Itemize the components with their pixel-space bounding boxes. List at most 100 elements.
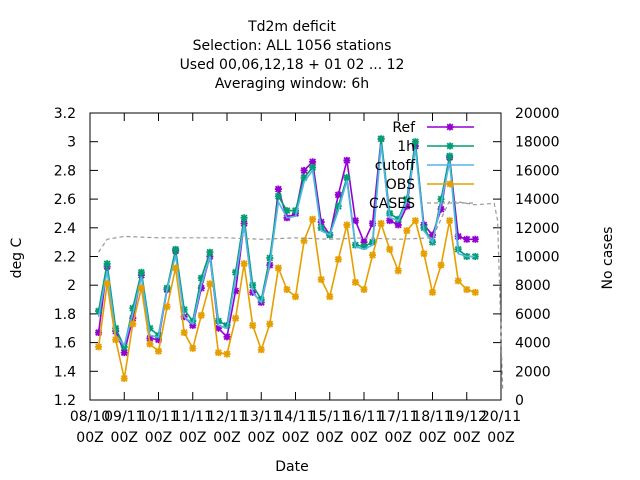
y2-axis: 0 2000 4000 6000 8000 10000 12000 14000 16000 180… xyxy=(493,106,560,409)
data-point-obs xyxy=(343,221,351,229)
data-point-obs xyxy=(120,374,128,382)
x-tick-label-date: 14/11 xyxy=(275,409,315,425)
y-tick-label: 3 xyxy=(67,135,76,151)
data-point-obs xyxy=(257,346,265,354)
data-point-ref xyxy=(454,232,462,240)
data-point-obs xyxy=(420,250,428,258)
data-point-obs xyxy=(95,343,103,351)
x-tick-label-date: 18/11 xyxy=(412,409,452,425)
data-point-obs xyxy=(197,311,205,319)
x-axis-label: Date xyxy=(275,459,308,475)
data-point-1h xyxy=(240,214,248,222)
data-point-obs xyxy=(180,329,188,337)
data-point-1h xyxy=(112,324,120,332)
data-point-obs xyxy=(454,277,462,285)
series-line-obs xyxy=(97,216,476,379)
y2-tick-label: 14000 xyxy=(515,192,560,208)
y-tick-label: 2.8 xyxy=(54,163,76,179)
data-point-ref xyxy=(403,202,411,210)
x-tick-label-date: 11/11 xyxy=(173,409,213,425)
data-point-1h xyxy=(411,138,419,146)
x-tick-label-date: 08/10 xyxy=(70,409,110,425)
data-point-ref xyxy=(146,334,154,342)
chart-title-line: Averaging window: 6h xyxy=(215,76,369,92)
data-point-1h xyxy=(309,164,317,172)
x-tick-label-date: 19/12 xyxy=(447,409,487,425)
data-point-obs xyxy=(334,255,342,263)
x-tick-label-date: 12/11 xyxy=(207,409,247,425)
y2-tick-label: 0 xyxy=(515,393,524,409)
legend-label-cutoff: cutoff xyxy=(375,158,416,174)
data-point-1h xyxy=(206,248,214,256)
data-point-ref xyxy=(463,235,471,243)
data-point-1h xyxy=(103,260,111,268)
y-tick-label: 1.2 xyxy=(54,393,76,409)
chart-title: Td2m deficit Selection: ALL 1056 stations… xyxy=(180,19,405,92)
legend-marker-1h xyxy=(446,142,454,150)
data-point-obs xyxy=(283,286,291,294)
series-layer xyxy=(95,135,504,391)
data-point-1h xyxy=(437,195,445,203)
x-tick-label-date: 16/11 xyxy=(344,409,384,425)
data-point-obs xyxy=(463,286,471,294)
data-point-1h xyxy=(283,207,291,215)
x-axis: 08/1000Z09/1100Z10/1100Z11/1100Z12/1100Z… xyxy=(70,113,521,446)
x-tick-label-date: 13/11 xyxy=(241,409,281,425)
y-tick-label: 2.4 xyxy=(54,221,76,237)
data-point-1h xyxy=(300,174,308,182)
data-point-ref xyxy=(437,205,445,213)
data-point-obs xyxy=(309,215,317,223)
data-point-obs xyxy=(292,293,299,301)
series-line-cutoff xyxy=(97,144,476,348)
data-point-obs xyxy=(223,350,231,358)
data-point-obs xyxy=(172,264,180,272)
y-tick-label: 2.6 xyxy=(54,192,76,208)
x-tick-label-hour: 00Z xyxy=(213,430,240,446)
data-point-obs xyxy=(394,267,402,275)
data-point-1h xyxy=(274,192,282,200)
data-point-obs xyxy=(155,347,162,355)
data-point-obs xyxy=(403,227,411,235)
legend-label-ref: Ref xyxy=(392,120,416,136)
data-point-1h xyxy=(172,245,180,253)
data-point-ref xyxy=(429,231,436,239)
data-point-obs xyxy=(386,245,394,253)
data-point-1h xyxy=(137,268,145,276)
x-tick-label-hour: 00Z xyxy=(419,430,446,446)
series-cases xyxy=(98,199,504,391)
data-point-1h xyxy=(95,307,103,315)
legend-label-obs: OBS xyxy=(386,177,415,193)
data-point-1h xyxy=(120,343,128,351)
data-point-1h xyxy=(129,304,137,312)
data-point-1h xyxy=(180,306,188,314)
data-point-obs xyxy=(240,260,248,268)
y2-tick-label: 10000 xyxy=(515,250,560,266)
y2-tick-label: 6000 xyxy=(515,307,551,323)
data-point-1h xyxy=(446,152,454,160)
data-point-ref xyxy=(351,217,359,225)
data-point-ref xyxy=(189,321,197,329)
data-point-obs xyxy=(103,280,111,288)
data-point-obs xyxy=(206,280,214,288)
data-point-ref xyxy=(120,349,128,357)
data-point-1h xyxy=(377,135,385,143)
series-obs xyxy=(95,215,479,382)
chart-title-line: Td2m deficit xyxy=(247,19,336,35)
data-point-obs xyxy=(446,217,454,225)
data-point-1h xyxy=(146,324,154,332)
data-point-obs xyxy=(317,275,325,283)
series-line-cases xyxy=(98,199,504,391)
chart-title-line: Used 00,06,12,18 + 01 02 ... 12 xyxy=(180,57,405,73)
data-point-ref xyxy=(274,185,282,193)
data-point-ref xyxy=(471,235,479,243)
x-tick-label-hour: 00Z xyxy=(145,430,172,446)
data-point-obs xyxy=(189,344,197,352)
data-point-1h xyxy=(360,242,368,250)
data-point-ref xyxy=(369,219,377,227)
data-point-1h xyxy=(471,253,479,260)
x-tick-label-date: 10/11 xyxy=(138,409,178,425)
data-point-obs xyxy=(377,219,385,227)
data-point-ref xyxy=(309,158,317,166)
data-point-ref xyxy=(129,314,137,322)
y-axis: 1.2 1.4 1.6 1.8 2 2.2 2.4 2.6 2.8 3 3.2 xyxy=(54,106,98,409)
